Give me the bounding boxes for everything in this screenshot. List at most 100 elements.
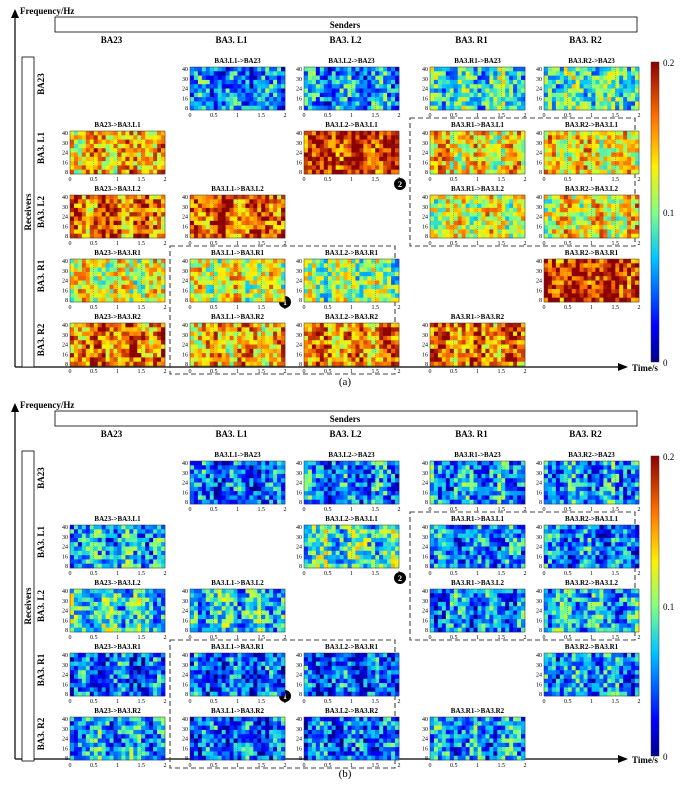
- heatmap-pixel: [485, 139, 490, 145]
- heatmap-pixel: [335, 297, 340, 303]
- heatmap-pixel: [433, 216, 439, 222]
- heatmap-pixel: [635, 216, 640, 222]
- heatmap-pixel: [355, 143, 360, 149]
- heatmap-pixel: [355, 348, 360, 354]
- heatmap-pixel: [281, 353, 286, 358]
- heatmap-pixel: [145, 267, 150, 273]
- heatmap-pixel: [304, 327, 309, 332]
- heatmap-pixel: [77, 331, 83, 337]
- heatmap-pixel: [343, 340, 348, 345]
- heatmap-pixel: [261, 195, 266, 200]
- heatmap-pixel: [347, 135, 352, 140]
- heatmap-pixel: [339, 331, 344, 337]
- heatmap-pixel: [265, 220, 270, 226]
- heatmap-pixel: [387, 169, 392, 175]
- heatmap-pixel: [117, 225, 122, 230]
- heatmap-pixel: [129, 152, 134, 158]
- heatmap-pixel: [567, 207, 573, 213]
- heatmap-pixel: [567, 263, 573, 268]
- heatmap-pixel: [513, 105, 518, 111]
- heatmap-pixel: [627, 276, 632, 281]
- heatmap-pixel: [205, 225, 211, 230]
- heatmap-pixel: [253, 207, 258, 213]
- heatmap-pixel: [631, 199, 636, 204]
- heatmap-pixel: [469, 207, 474, 213]
- heatmap-pixel: [265, 323, 270, 328]
- heatmap-pixel: [544, 143, 549, 149]
- heatmap-pixel: [493, 225, 498, 230]
- heatmap-pixel: [571, 216, 576, 222]
- heatmap-pixel: [627, 84, 632, 89]
- heatmap-pixel: [437, 203, 443, 209]
- heatmap-pixel: [201, 259, 207, 264]
- heatmap-pixel: [339, 259, 344, 264]
- heatmap-pixel: [547, 143, 553, 149]
- heatmap-pixel: [153, 323, 158, 328]
- heatmap-pixel: [97, 293, 102, 298]
- heatmap-pixel: [209, 259, 215, 264]
- heatmap-pixel: [591, 216, 596, 222]
- heatmap-pixel: [611, 92, 616, 98]
- heatmap-pixel: [555, 131, 561, 136]
- heatmap-pixel: [631, 143, 636, 149]
- heatmap-pixel: [161, 148, 166, 153]
- heatmap-pixel: [575, 225, 580, 230]
- heatmap-pixel: [363, 353, 368, 358]
- heatmap-pixel: [70, 357, 75, 362]
- heatmap-pixel: [453, 207, 459, 213]
- heatmap-pixel: [327, 92, 333, 98]
- heatmap-pixel: [149, 361, 154, 367]
- heatmap-pixel: [371, 331, 376, 337]
- heatmap-pixel: [213, 84, 219, 89]
- heatmap-pixel: [193, 195, 199, 200]
- heatmap-pixel: [213, 75, 219, 81]
- heatmap-pixel: [97, 348, 102, 354]
- heatmap-pixel: [81, 331, 87, 337]
- heatmap-pixel: [453, 344, 459, 350]
- heatmap-pixel: [489, 152, 494, 158]
- heatmap-pixel: [547, 207, 553, 213]
- heatmap-pixel: [599, 148, 604, 153]
- heatmap-pixel: [631, 259, 636, 264]
- heatmap-pixel: [555, 203, 561, 209]
- heatmap-pixel: [149, 327, 154, 332]
- heatmap-pixel: [307, 152, 313, 158]
- heatmap-pixel: [437, 195, 443, 200]
- heatmap-pixel: [627, 156, 632, 162]
- heatmap-pixel: [245, 199, 250, 204]
- heatmap-pixel: [253, 88, 258, 94]
- heatmap-pixel: [133, 165, 138, 170]
- heatmap-pixel: [237, 105, 242, 111]
- heatmap-pixel: [599, 101, 604, 106]
- heatmap-pixel: [509, 169, 514, 175]
- heatmap-pixel: [193, 75, 199, 81]
- heatmap-pixel: [517, 199, 522, 204]
- heatmap-pixel: [229, 323, 234, 328]
- heatmap-pixel: [217, 335, 222, 341]
- heatmap-pixel: [109, 361, 114, 367]
- heatmap-pixel: [77, 139, 83, 145]
- heatmap-pixel: [241, 348, 246, 354]
- heatmap-pixel: [603, 216, 608, 222]
- heatmap-pixel: [571, 207, 576, 213]
- heatmap-pixel: [265, 199, 270, 204]
- heatmap-pixel: [595, 199, 600, 204]
- heatmap-pixel: [125, 327, 130, 332]
- heatmap-pixel: [117, 276, 122, 281]
- heatmap-pixel: [445, 207, 451, 213]
- heatmap-pixel: [245, 344, 250, 350]
- cell-title: BA3.L2->BA23: [328, 57, 375, 65]
- heatmap-pixel: [473, 225, 478, 230]
- heatmap-pixel: [153, 353, 158, 358]
- heatmap-pixel: [395, 259, 400, 264]
- heatmap-pixel: [149, 263, 154, 268]
- heatmap-pixel: [627, 67, 632, 72]
- heatmap-pixel: [335, 97, 340, 102]
- x-tick-label: 0: [429, 241, 432, 247]
- heatmap-pixel: [273, 105, 278, 111]
- heatmap-pixel: [391, 79, 396, 85]
- y-tick-label: 16: [422, 96, 428, 102]
- heatmap-pixel: [281, 225, 286, 230]
- heatmap-pixel: [327, 357, 333, 362]
- heatmap-pixel: [225, 88, 230, 94]
